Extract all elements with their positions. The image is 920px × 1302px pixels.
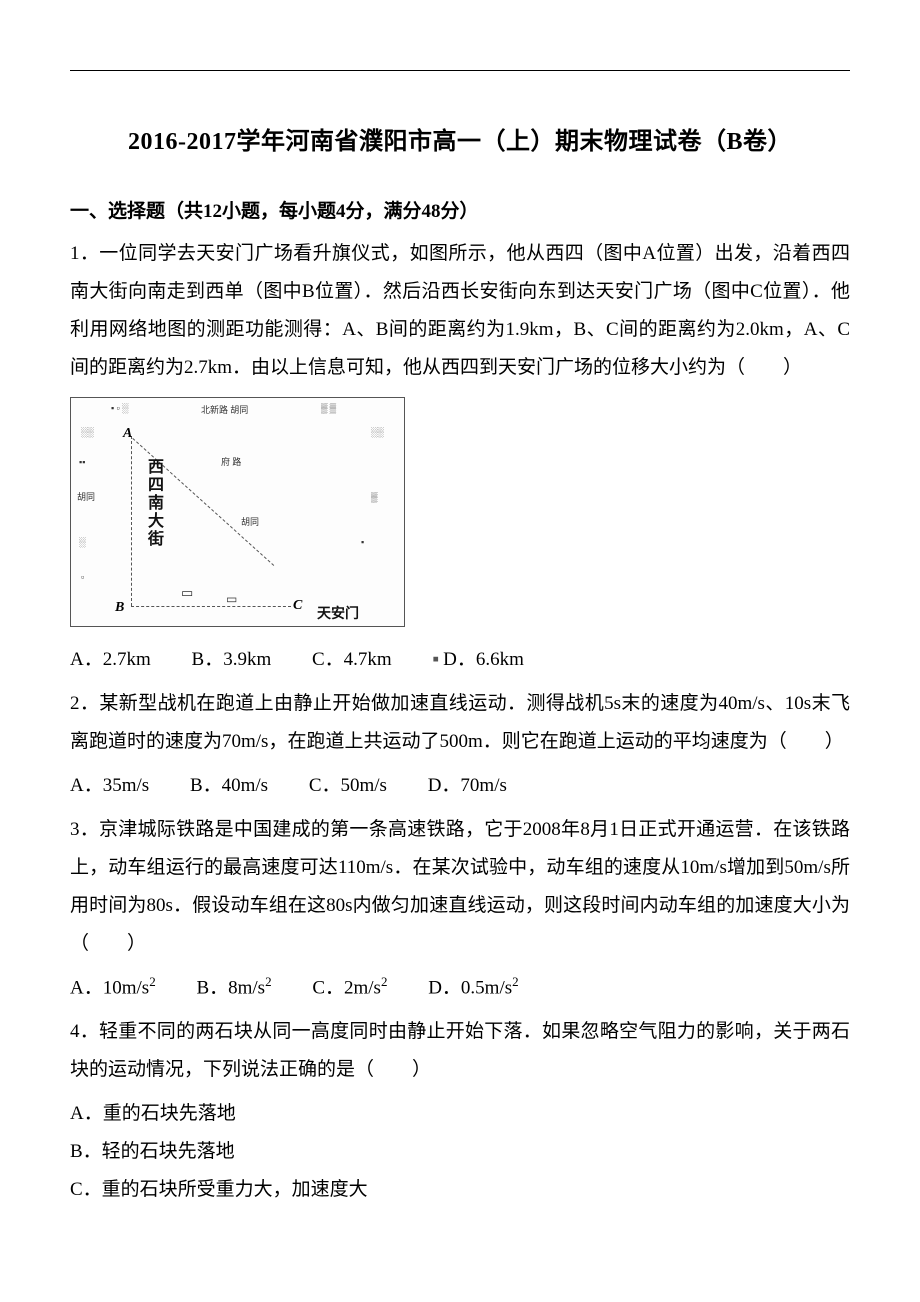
map-clutter: ░░	[371, 428, 384, 437]
q2-option-d: D．70m/s	[428, 767, 507, 805]
exam-title: 2016-2017学年河南省濮阳市高一（上）期末物理试卷（B卷）	[70, 121, 850, 156]
map-point-b: B	[115, 600, 124, 616]
q4-option-c: C．重的石块所受重力大，加速度大	[70, 1171, 850, 1209]
superscript: 2	[265, 974, 272, 989]
map-clutter: ▪	[361, 538, 364, 547]
q2-option-a: A．35m/s	[70, 767, 149, 805]
map-clutter: ▭	[181, 586, 193, 599]
map-clutter: ▪ ▫ ░	[111, 404, 128, 413]
map-clutter: ▭	[226, 593, 237, 605]
map-clutter: 胡同	[77, 493, 95, 502]
q1-option-d: D．6.6km	[443, 641, 524, 679]
map-route-ab	[131, 436, 132, 606]
question-2-options: A．35m/s B．40m/s C．50m/s D．70m/s	[70, 767, 850, 805]
map-clutter: 府 路	[221, 458, 241, 467]
q1-option-c: C．4.7km	[312, 641, 392, 679]
map-gate-label: 天安门	[317, 603, 359, 623]
superscript: 2	[512, 974, 519, 989]
question-4-stem: 4．轻重不同的两石块从同一高度同时由静止开始下落．如果忽略空气阻力的影响，关于两…	[70, 1013, 850, 1089]
map-clutter: ▒ ▒	[321, 404, 336, 413]
q4-option-a: A．重的石块先落地	[70, 1095, 850, 1133]
option-separator: ▪	[432, 641, 438, 679]
q1-option-b: B．3.9km	[192, 641, 272, 679]
superscript: 2	[381, 974, 388, 989]
map-street-label: 西四南大街	[141, 458, 165, 548]
q3-option-c: C．2m/s2	[312, 969, 387, 1007]
question-2-stem: 2．某新型战机在跑道上由静止开始做加速直线运动．测得战机5s末的速度为40m/s…	[70, 685, 850, 761]
question-1-stem: 1．一位同学去天安门广场看升旗仪式，如图所示，他从西四（图中A位置）出发，沿着西…	[70, 235, 850, 387]
q3a-text: A．10m/s	[70, 977, 149, 998]
map-clutter: ▪▪	[79, 458, 85, 467]
map-clutter: 北新路 胡同	[201, 406, 248, 415]
question-4-options: A．重的石块先落地 B．轻的石块先落地 C．重的石块所受重力大，加速度大	[70, 1095, 850, 1209]
question-1-options: A．2.7km B．3.9km C．4.7km ▪ D．6.6km	[70, 641, 850, 679]
q3d-text: D．0.5m/s	[428, 977, 512, 998]
question-3-stem: 3．京津城际铁路是中国建成的第一条高速铁路，它于2008年8月1日正式开通运营．…	[70, 811, 850, 963]
top-horizontal-rule	[70, 70, 850, 71]
map-clutter: ░	[79, 538, 85, 547]
q3c-text: C．2m/s	[312, 977, 381, 998]
map-point-a: A	[123, 426, 132, 442]
section-heading: 一、选择题（共12小题，每小题4分，满分48分）	[70, 196, 850, 223]
question-3-options: A．10m/s2 B．8m/s2 C．2m/s2 D．0.5m/s2	[70, 969, 850, 1007]
map-point-c: C	[293, 598, 302, 614]
superscript: 2	[149, 974, 156, 989]
question-1-map-figure: ▪ ▫ ░ 北新路 胡同 ▒ ▒ ░░ ░░ ▪▪ 胡同 ▒ ░ ▪ ▫ 府 路…	[70, 397, 405, 627]
map-clutter: ▫	[81, 573, 84, 582]
q2-option-b: B．40m/s	[190, 767, 268, 805]
q3-option-d: D．0.5m/s2	[428, 969, 518, 1007]
q1-option-a: A．2.7km	[70, 641, 151, 679]
q3-option-a: A．10m/s2	[70, 969, 156, 1007]
q2-option-c: C．50m/s	[309, 767, 387, 805]
q3b-text: B．8m/s	[196, 977, 265, 998]
map-clutter: ▒	[371, 493, 377, 502]
map-route-bc	[131, 606, 291, 607]
q4-option-b: B．轻的石块先落地	[70, 1133, 850, 1171]
q3-option-b: B．8m/s2	[196, 969, 271, 1007]
map-clutter: ░░	[81, 428, 94, 437]
map-clutter: 胡同	[241, 518, 259, 527]
